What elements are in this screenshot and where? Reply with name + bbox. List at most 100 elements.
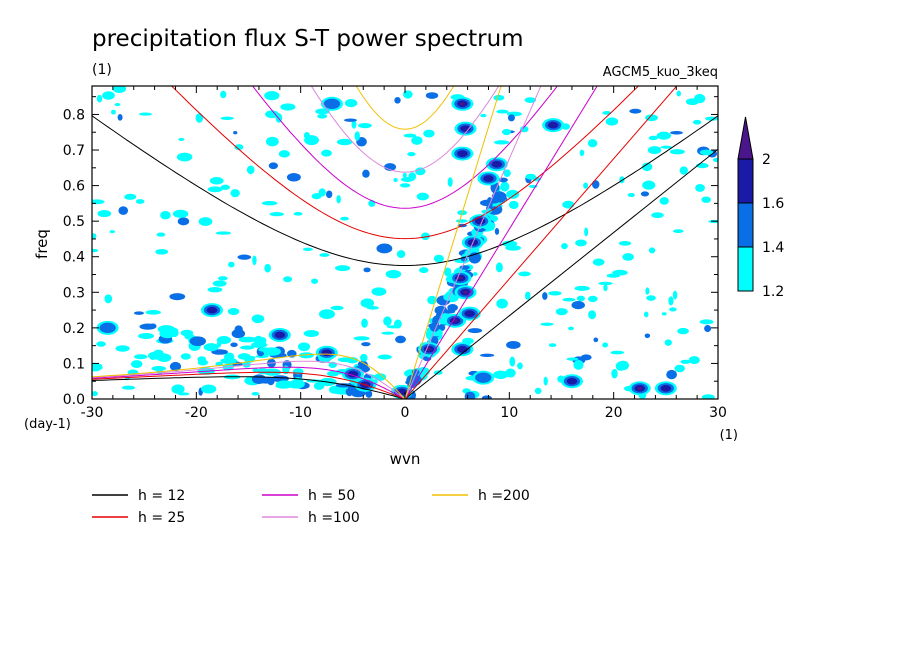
legend-label: h = 12 [138, 488, 185, 504]
contour-blob [99, 322, 116, 334]
contour-speck [383, 316, 392, 326]
contour-speck [311, 193, 322, 200]
y-tick-label: 0.3 [63, 285, 85, 301]
contour-speck [92, 199, 105, 205]
contour-speck [692, 119, 702, 125]
contour-speck [264, 263, 271, 273]
contour-speck [180, 353, 191, 360]
contour-speck [92, 391, 98, 397]
chart-subtitle-left: (1) [92, 62, 112, 78]
contour-blob [457, 150, 468, 157]
kelvin-curve [404, 86, 542, 399]
contour-speck [360, 353, 368, 362]
contour-speck [148, 351, 166, 360]
contour-speck [656, 131, 672, 140]
contour-speck [311, 278, 319, 284]
contour-speck [495, 262, 503, 273]
contour-speck [117, 114, 123, 121]
contour-speck [177, 217, 190, 226]
contour-speck [351, 120, 357, 129]
kelvin-curve [404, 86, 598, 399]
contour-speck [393, 319, 402, 329]
contour-speck [394, 97, 401, 104]
contour-speck [217, 276, 228, 281]
chart-subtitle-right: AGCM5_kuo_3keq [603, 65, 718, 80]
contour-speck [543, 376, 548, 386]
contour-speck [562, 297, 576, 302]
contour-speck [505, 245, 522, 251]
contour-speck [92, 248, 99, 253]
contour-speck [366, 305, 379, 310]
contour-speck [517, 362, 523, 370]
contour-speck [674, 364, 685, 373]
contour-speck [502, 128, 511, 136]
contour-speck [360, 298, 375, 308]
inertio-gravity-curve [355, 86, 455, 130]
contour-speck [407, 152, 416, 157]
contour-speckle [92, 86, 718, 399]
contour-speck [443, 267, 452, 277]
contour-speck [135, 199, 145, 204]
contour-speck [627, 193, 635, 198]
contour-blob [483, 175, 494, 182]
contour-speck [433, 254, 444, 263]
contour-speck [664, 339, 672, 346]
contour-speck [240, 345, 255, 350]
contour-speck [330, 305, 344, 311]
contour-speck [102, 91, 115, 100]
contour-speck [265, 136, 279, 147]
contour-speck [263, 347, 281, 356]
contour-speck [496, 109, 509, 114]
contour-speck [588, 310, 597, 320]
contour-speck [234, 325, 243, 333]
contour-speck [661, 312, 667, 316]
contour-speck [659, 197, 669, 205]
y-tick-label: 0.4 [63, 250, 85, 266]
contour-speck [426, 328, 443, 337]
contour-speck [358, 123, 372, 129]
contour-speck [571, 301, 585, 310]
contour-speck [346, 357, 359, 364]
contour-speck [155, 251, 167, 255]
contour-speck [169, 293, 186, 301]
contour-speck [395, 335, 406, 344]
contour-blob [547, 121, 559, 129]
contour-speck [518, 271, 531, 277]
contour-speck [303, 329, 320, 337]
contour-speck [325, 190, 333, 199]
contour-speck [592, 180, 600, 189]
contour-speck [646, 295, 656, 301]
contour-speck [587, 295, 598, 303]
contour-speck [704, 325, 712, 333]
contour-speck [420, 232, 430, 241]
rossby-curve [92, 366, 406, 399]
contour-speck [230, 189, 240, 198]
y-tick-label: 0.0 [63, 392, 85, 408]
contour-speck [319, 253, 330, 257]
contour-speck [92, 233, 97, 239]
contour-speck [220, 184, 230, 190]
contour-speck [115, 345, 130, 352]
contour-speck [618, 240, 632, 246]
contour-speck [361, 318, 368, 328]
contour-blob [426, 347, 432, 351]
colorbar-box [737, 246, 754, 292]
rossby-curve [92, 353, 406, 399]
contour-speck [602, 342, 609, 348]
contour-blob [457, 345, 468, 353]
contour-speck [318, 188, 326, 197]
contour-speck [648, 247, 656, 254]
contour-blob [206, 306, 218, 314]
contour-blob [637, 386, 643, 390]
contour-speck [555, 308, 568, 316]
axis-ticks: -30 -20 -10 0 10 20 30 0.0 0.1 0.2 0.3 0.4 0.5 0.6 0.7… [63, 86, 727, 421]
contour-blob [459, 102, 465, 106]
contour-speck [280, 103, 296, 111]
contour-speck [467, 328, 483, 334]
contour-speck [176, 152, 193, 162]
contour-speck [660, 145, 673, 149]
contour-speck [139, 323, 157, 330]
contour-speck [598, 281, 613, 286]
contour-blob [660, 384, 672, 392]
contour-speck [381, 331, 395, 335]
